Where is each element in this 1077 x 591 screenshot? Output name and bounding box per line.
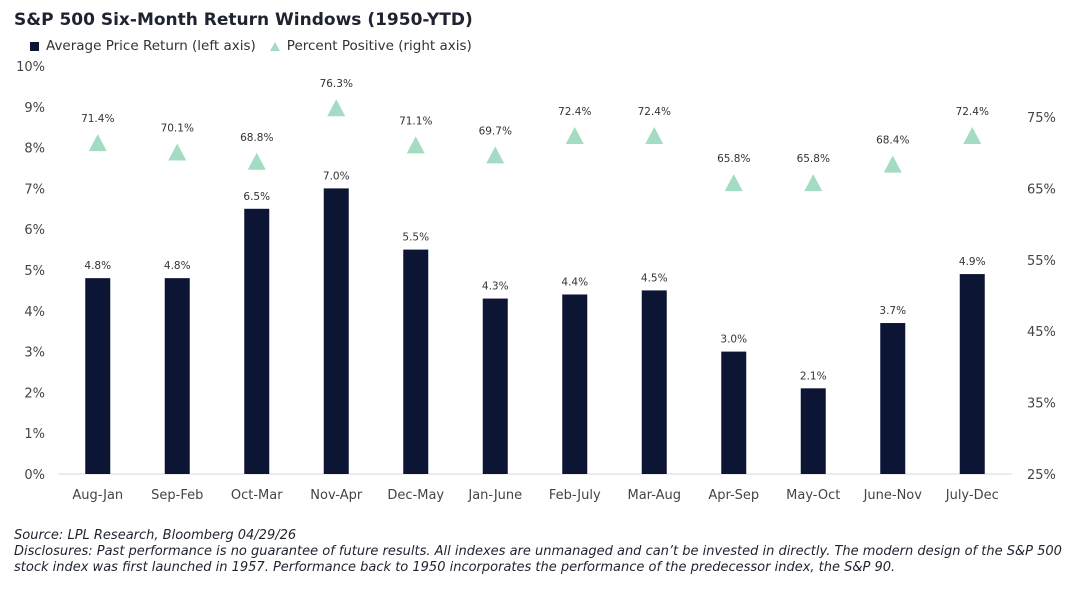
y-left-tick-label: 10%: [16, 60, 45, 75]
bar-data-label: 6.5%: [243, 191, 270, 203]
x-tick-label: Dec-May: [387, 488, 444, 503]
triangle-marker: [88, 134, 107, 152]
triangle-data-label: 72.4%: [956, 106, 989, 118]
y-right-tick-label: 35%: [1027, 397, 1056, 412]
triangle-data-label: 69.7%: [479, 125, 512, 137]
bar: [403, 249, 429, 474]
y-left-tick-label: 3%: [24, 346, 45, 361]
bar: [482, 298, 508, 474]
chart-title: S&P 500 Six-Month Return Windows (1950-Y…: [14, 10, 473, 30]
triangle-marker: [565, 127, 584, 145]
bar: [562, 294, 588, 474]
x-tick-label: Feb-July: [549, 488, 601, 503]
x-tick-label: Oct-Mar: [231, 488, 283, 503]
bar: [721, 351, 747, 474]
triangle-data-label: 71.1%: [399, 115, 432, 127]
bar-data-label: 3.0%: [720, 334, 747, 346]
triangle-marker: [486, 146, 505, 164]
y-left-tick-label: 0%: [24, 468, 45, 483]
chart-legend: Average Price Return (left axis) Percent…: [30, 38, 472, 54]
y-left-tick-label: 2%: [24, 386, 45, 401]
bar: [164, 278, 190, 474]
bar: [880, 323, 906, 474]
disclosure-line-1: Disclosures: Past performance is no guar…: [14, 544, 1062, 559]
x-tick-label: Aug-Jan: [72, 488, 123, 503]
bar: [85, 278, 111, 474]
bar-data-label: 4.8%: [164, 260, 191, 272]
bar: [959, 274, 985, 474]
x-tick-label: Jan-June: [467, 488, 522, 503]
y-left-tick-label: 9%: [24, 101, 45, 116]
y-right-tick-label: 65%: [1027, 182, 1056, 197]
triangle-data-label: 72.4%: [558, 106, 591, 118]
legend-triangle-swatch: [269, 41, 280, 51]
y-right-tick-label: 25%: [1027, 468, 1056, 483]
triangle-marker: [247, 152, 266, 170]
y-left-tick-label: 1%: [24, 427, 45, 442]
triangle-data-label: 68.8%: [240, 132, 273, 144]
legend-label-price-return: Average Price Return (left axis): [46, 38, 256, 54]
triangle-marker: [724, 174, 743, 192]
bar: [800, 388, 826, 474]
source-note: Source: LPL Research, Bloomberg 04/29/26: [14, 528, 297, 543]
bar: [323, 188, 349, 474]
bar-data-label: 4.4%: [561, 276, 588, 288]
legend-label-percent-positive: Percent Positive (right axis): [286, 38, 472, 54]
bar-data-label: 4.8%: [84, 260, 111, 272]
x-tick-label: Sep-Feb: [151, 488, 203, 503]
footer: Source: LPL Research, Bloomberg 04/29/26…: [14, 528, 1064, 576]
bar-data-label: 3.7%: [879, 305, 906, 317]
legend-square-swatch: [30, 41, 39, 51]
triangle-data-label: 71.4%: [81, 113, 114, 125]
x-tick-label: May-Oct: [786, 488, 840, 503]
triangle-marker: [963, 127, 982, 145]
x-tick-label: Nov-Apr: [310, 488, 363, 503]
disclosure-line-2: stock index was first launched in 1957. …: [14, 560, 896, 575]
x-tick-label: Mar-Aug: [628, 488, 682, 503]
y-left-tick-label: 4%: [24, 305, 45, 320]
y-left-tick-label: 6%: [24, 223, 45, 238]
triangle-marker: [327, 99, 346, 117]
bar: [244, 208, 270, 475]
y-left-tick-label: 5%: [24, 264, 45, 279]
triangle-data-label: 72.4%: [638, 106, 671, 118]
bar-data-label: 5.5%: [402, 232, 429, 244]
x-tick-label: July-Dec: [945, 488, 999, 503]
x-tick-label: June-Nov: [863, 488, 923, 503]
y-left-tick-label: 8%: [24, 142, 45, 157]
bar-data-label: 2.1%: [800, 370, 827, 382]
y-left-tick-label: 7%: [24, 182, 45, 197]
bar: [641, 290, 667, 474]
triangle-data-label: 70.1%: [161, 122, 194, 134]
triangle-marker: [645, 127, 664, 145]
bar-data-label: 4.5%: [641, 272, 668, 284]
y-right-tick-label: 75%: [1027, 111, 1056, 126]
triangle-data-label: 76.3%: [320, 78, 353, 90]
triangle-marker: [883, 155, 902, 173]
triangle-data-label: 65.8%: [797, 153, 830, 165]
bar-data-label: 7.0%: [323, 170, 350, 182]
bar-data-label: 4.9%: [959, 256, 986, 268]
y-right-tick-label: 55%: [1027, 254, 1056, 269]
triangle-data-label: 68.4%: [876, 135, 909, 147]
x-tick-label: Apr-Sep: [708, 488, 759, 503]
triangle-marker: [804, 174, 823, 192]
triangle-marker: [406, 136, 425, 154]
bar-data-label: 4.3%: [482, 281, 509, 293]
triangle-data-label: 65.8%: [717, 153, 750, 165]
triangle-marker: [168, 143, 187, 161]
y-right-tick-label: 45%: [1027, 325, 1056, 340]
